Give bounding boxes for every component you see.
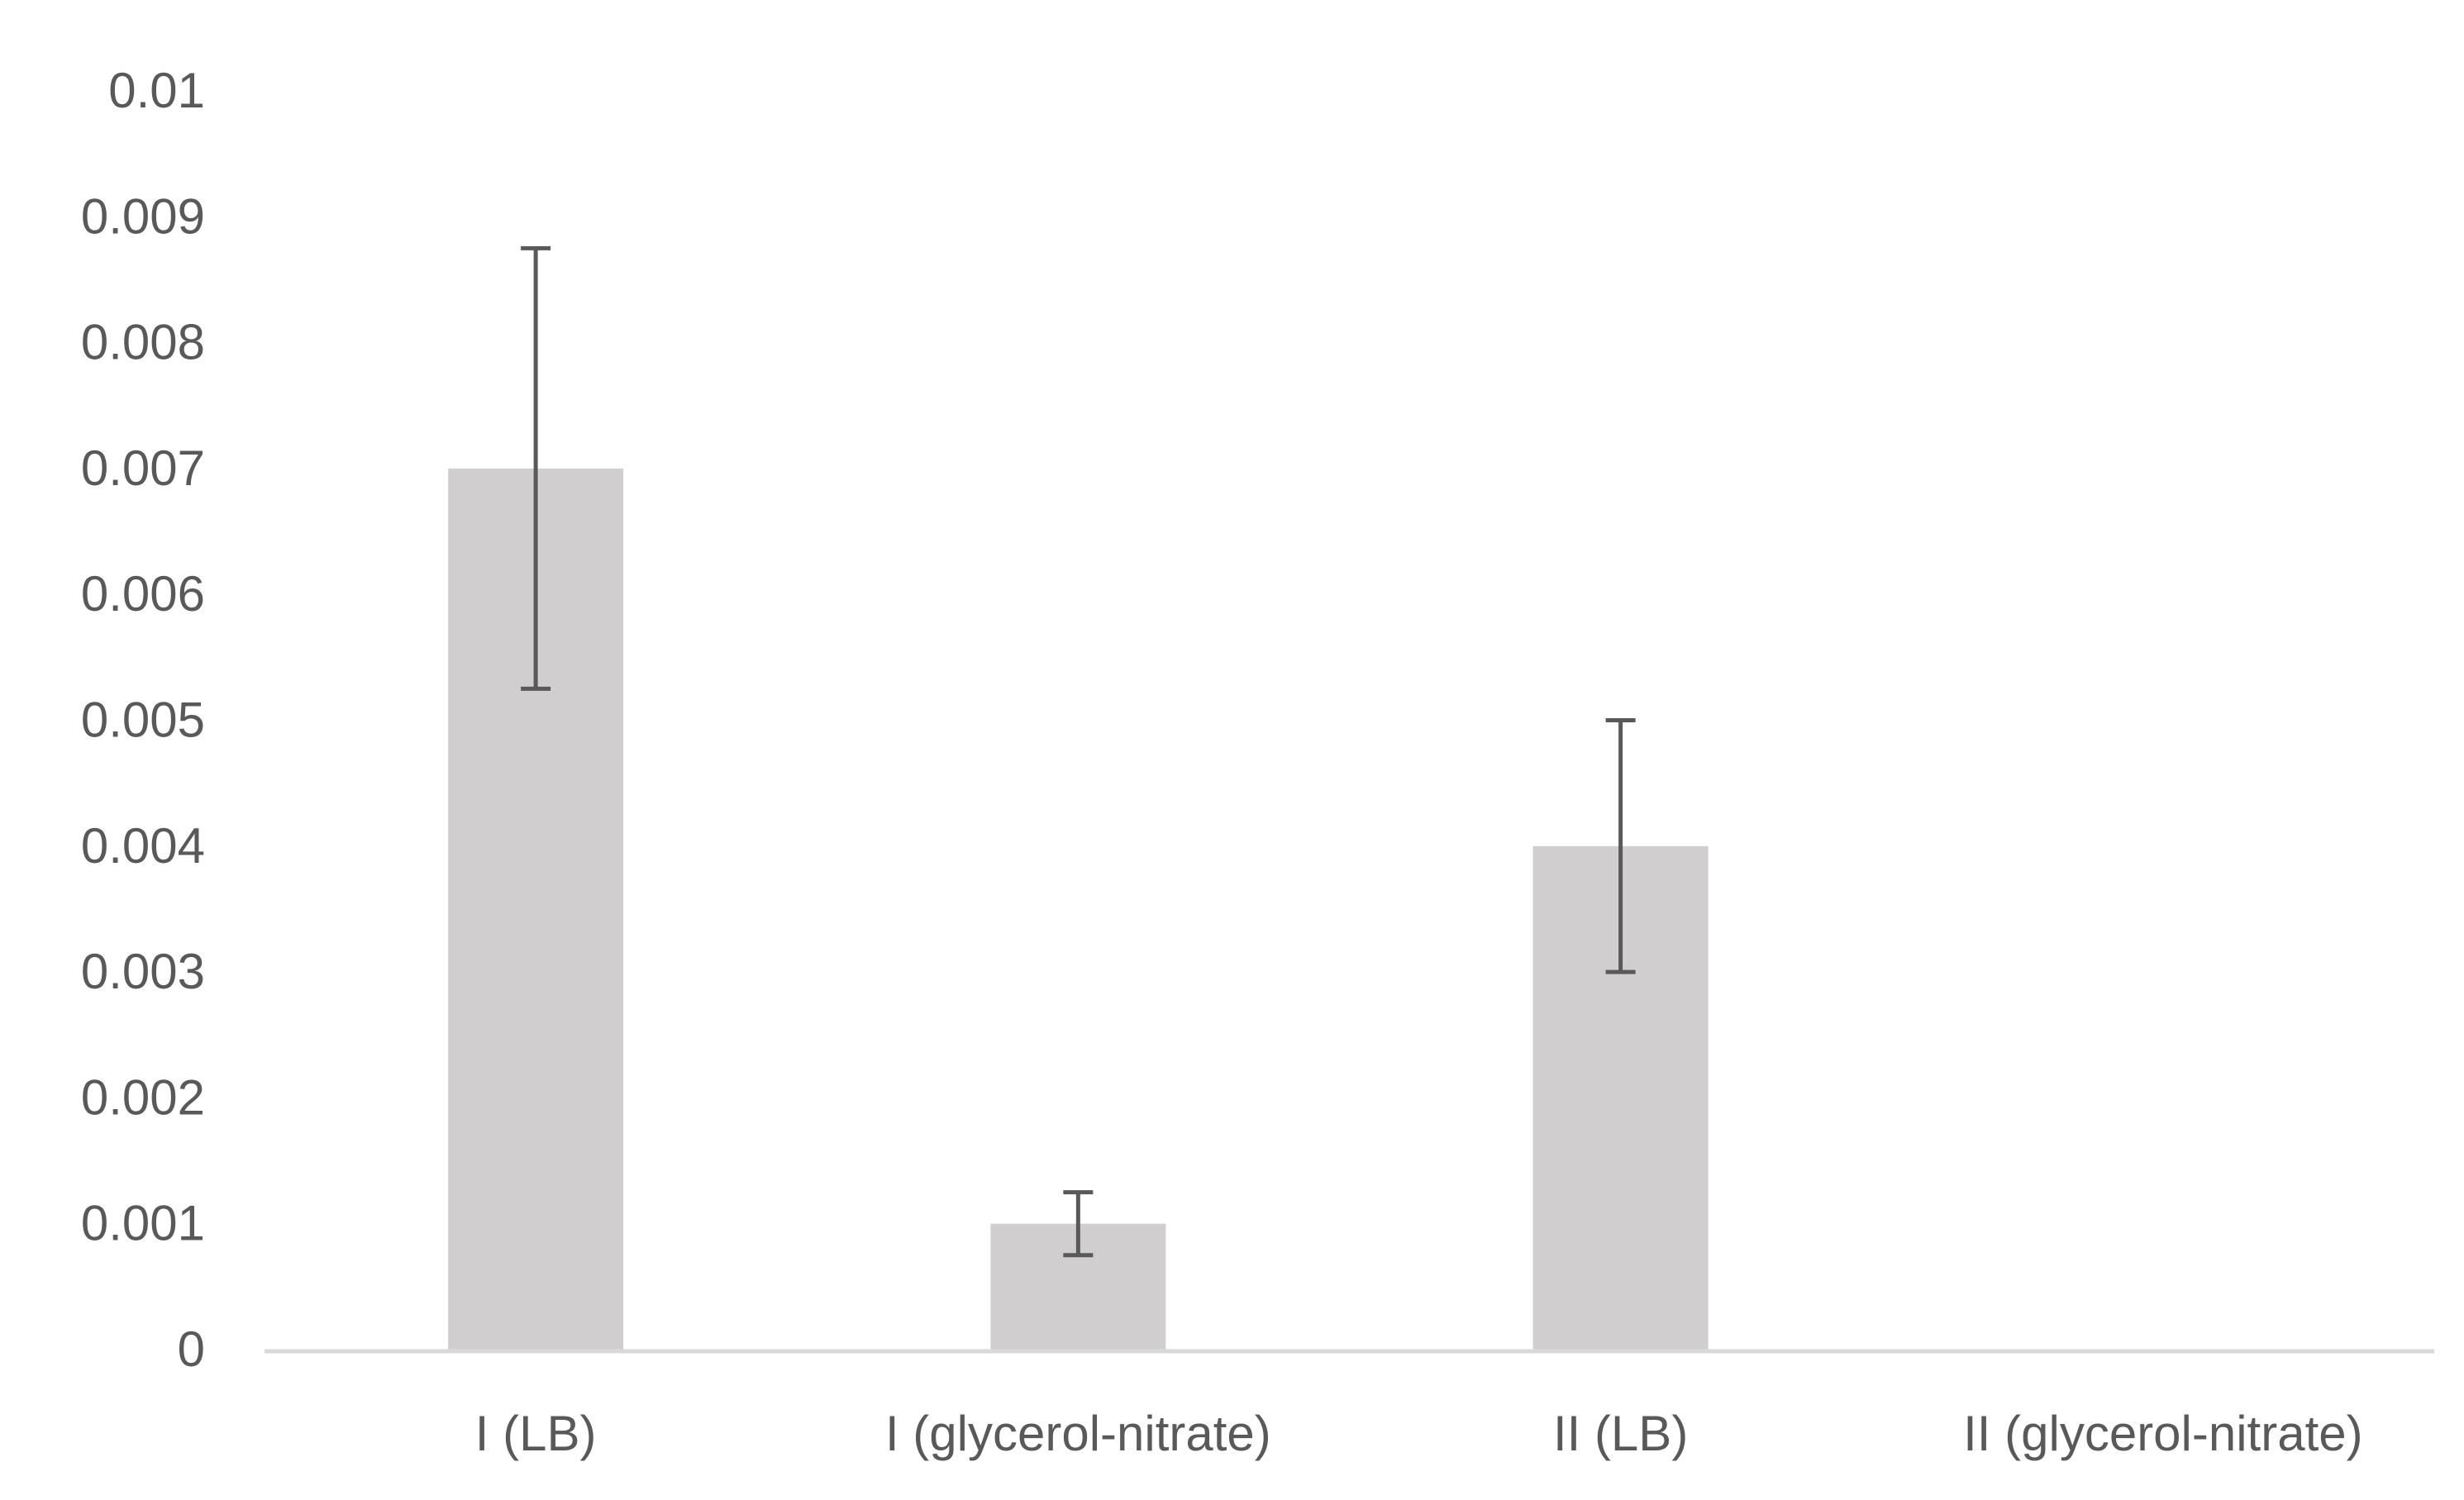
y-tick-label: 0.008	[81, 315, 205, 370]
y-tick-label: 0.001	[81, 1196, 205, 1251]
category-label: I (glycerol-nitrate)	[885, 1406, 1271, 1461]
y-tick-label: 0.01	[108, 63, 205, 118]
y-tick-label: 0.006	[81, 566, 205, 621]
y-axis-tick-labels: 0 0.001 0.002 0.003 0.004 0.005 0.006 0.007 0.00…	[81, 63, 205, 1377]
category-label: II (LB)	[1553, 1406, 1688, 1461]
error-bars	[521, 245, 1636, 1258]
y-tick-label: 0.002	[81, 1069, 205, 1125]
y-tick-label: 0.003	[81, 944, 205, 999]
y-tick-label: 0.005	[81, 693, 205, 748]
y-tick-label: 0.009	[81, 188, 205, 244]
category-label: II (glycerol-nitrate)	[1963, 1406, 2362, 1461]
error-bar	[521, 245, 551, 691]
y-tick-label: 0	[178, 1321, 205, 1377]
y-tick-label: 0.007	[81, 440, 205, 496]
error-bar	[1605, 718, 1636, 974]
y-tick-label: 0.004	[81, 818, 205, 874]
error-bar	[1063, 1190, 1094, 1258]
category-labels: I (LB) I (glycerol-nitrate) II (LB) II (gly…	[475, 1406, 2363, 1461]
category-label: I (LB)	[475, 1406, 597, 1461]
